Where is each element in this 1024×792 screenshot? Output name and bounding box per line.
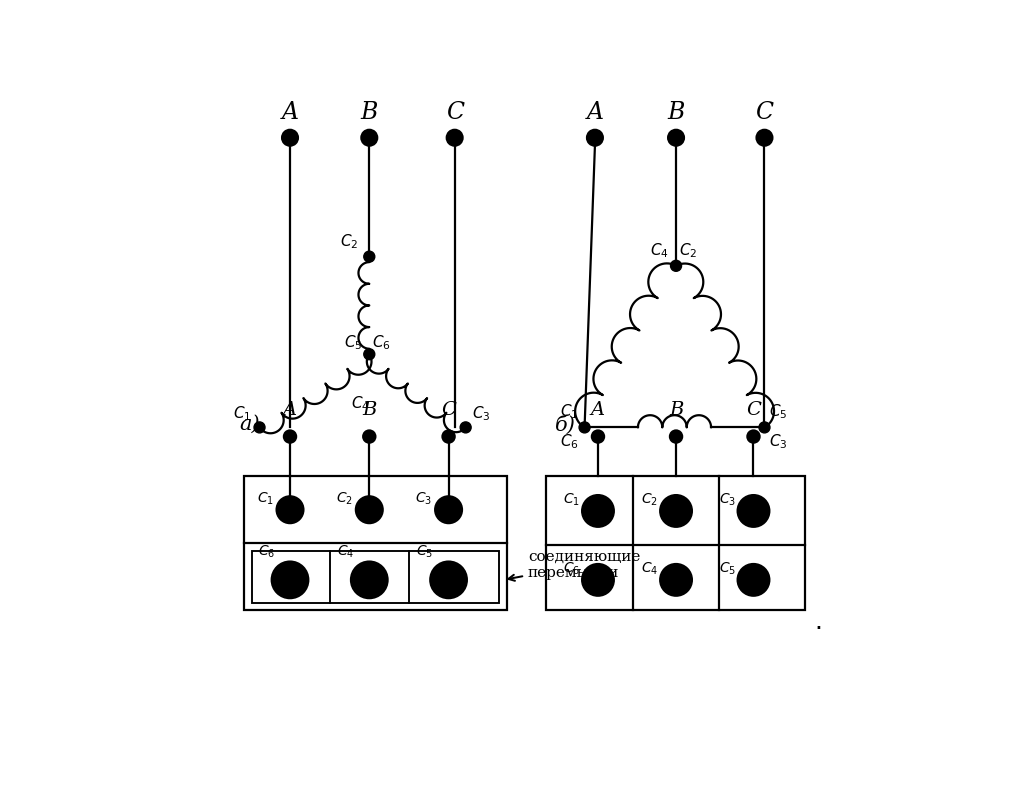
Text: $C_2$: $C_2$ <box>641 492 658 508</box>
Text: $C_6$: $C_6$ <box>560 432 579 451</box>
Text: C: C <box>445 101 464 124</box>
Text: $C_1$: $C_1$ <box>233 404 252 422</box>
Text: $C_3$: $C_3$ <box>472 404 490 422</box>
Circle shape <box>356 497 383 524</box>
Text: $C_2$: $C_2$ <box>336 490 353 507</box>
Text: $C_5$: $C_5$ <box>344 333 361 352</box>
Text: $C_3$: $C_3$ <box>719 492 736 508</box>
Text: B: B <box>362 402 377 420</box>
Circle shape <box>671 261 682 272</box>
Circle shape <box>592 430 604 443</box>
Circle shape <box>442 430 455 443</box>
Circle shape <box>737 564 769 596</box>
Text: $C_4$: $C_4$ <box>641 561 658 577</box>
Circle shape <box>660 495 692 527</box>
Text: $C_4$: $C_4$ <box>650 241 669 260</box>
Circle shape <box>587 130 603 146</box>
Circle shape <box>446 130 463 146</box>
Circle shape <box>254 422 265 433</box>
Circle shape <box>364 251 375 262</box>
Circle shape <box>364 348 375 360</box>
Circle shape <box>660 564 692 596</box>
Circle shape <box>364 430 376 443</box>
Text: соединяющие
перемычки: соединяющие перемычки <box>508 550 640 581</box>
Text: $C_5$: $C_5$ <box>719 561 736 577</box>
Circle shape <box>276 497 303 524</box>
Text: $C_5$: $C_5$ <box>416 543 433 560</box>
Text: $C_3$: $C_3$ <box>415 490 432 507</box>
Text: B: B <box>668 101 685 124</box>
Circle shape <box>757 130 772 146</box>
Text: A: A <box>587 101 603 124</box>
Text: $C_6$: $C_6$ <box>563 561 581 577</box>
Circle shape <box>351 562 388 598</box>
Text: A: A <box>283 402 297 420</box>
Circle shape <box>582 495 613 527</box>
Text: C: C <box>746 402 761 420</box>
Circle shape <box>580 422 590 433</box>
Text: B: B <box>669 402 683 420</box>
Circle shape <box>282 130 298 146</box>
Circle shape <box>435 497 462 524</box>
Text: .: . <box>814 611 822 634</box>
Bar <box>252 550 499 603</box>
Circle shape <box>668 130 684 146</box>
Circle shape <box>271 562 308 598</box>
Text: $C_1$: $C_1$ <box>257 490 273 507</box>
Text: $C_5$: $C_5$ <box>769 402 787 421</box>
Bar <box>245 476 507 611</box>
Circle shape <box>284 430 296 443</box>
Text: $C_1$: $C_1$ <box>563 492 581 508</box>
Bar <box>546 476 805 611</box>
Text: $C_1$: $C_1$ <box>560 402 579 421</box>
Text: $C_4$: $C_4$ <box>351 394 370 413</box>
Circle shape <box>460 422 471 433</box>
Text: б): б) <box>555 415 577 435</box>
Text: $C_3$: $C_3$ <box>769 432 787 451</box>
Text: $C_6$: $C_6$ <box>373 333 391 352</box>
Circle shape <box>748 430 760 443</box>
Circle shape <box>759 422 770 433</box>
Text: $C_4$: $C_4$ <box>337 543 354 560</box>
Circle shape <box>670 430 682 443</box>
Text: а): а) <box>240 415 260 434</box>
Text: $C_6$: $C_6$ <box>258 543 274 560</box>
Circle shape <box>737 495 769 527</box>
Text: C: C <box>756 101 773 124</box>
Text: $C_2$: $C_2$ <box>340 232 358 250</box>
Text: A: A <box>282 101 299 124</box>
Circle shape <box>430 562 467 598</box>
Text: B: B <box>360 101 378 124</box>
Circle shape <box>361 130 377 146</box>
Circle shape <box>582 564 613 596</box>
Text: $C_2$: $C_2$ <box>679 241 697 260</box>
Text: C: C <box>441 402 456 420</box>
Text: A: A <box>591 402 605 420</box>
